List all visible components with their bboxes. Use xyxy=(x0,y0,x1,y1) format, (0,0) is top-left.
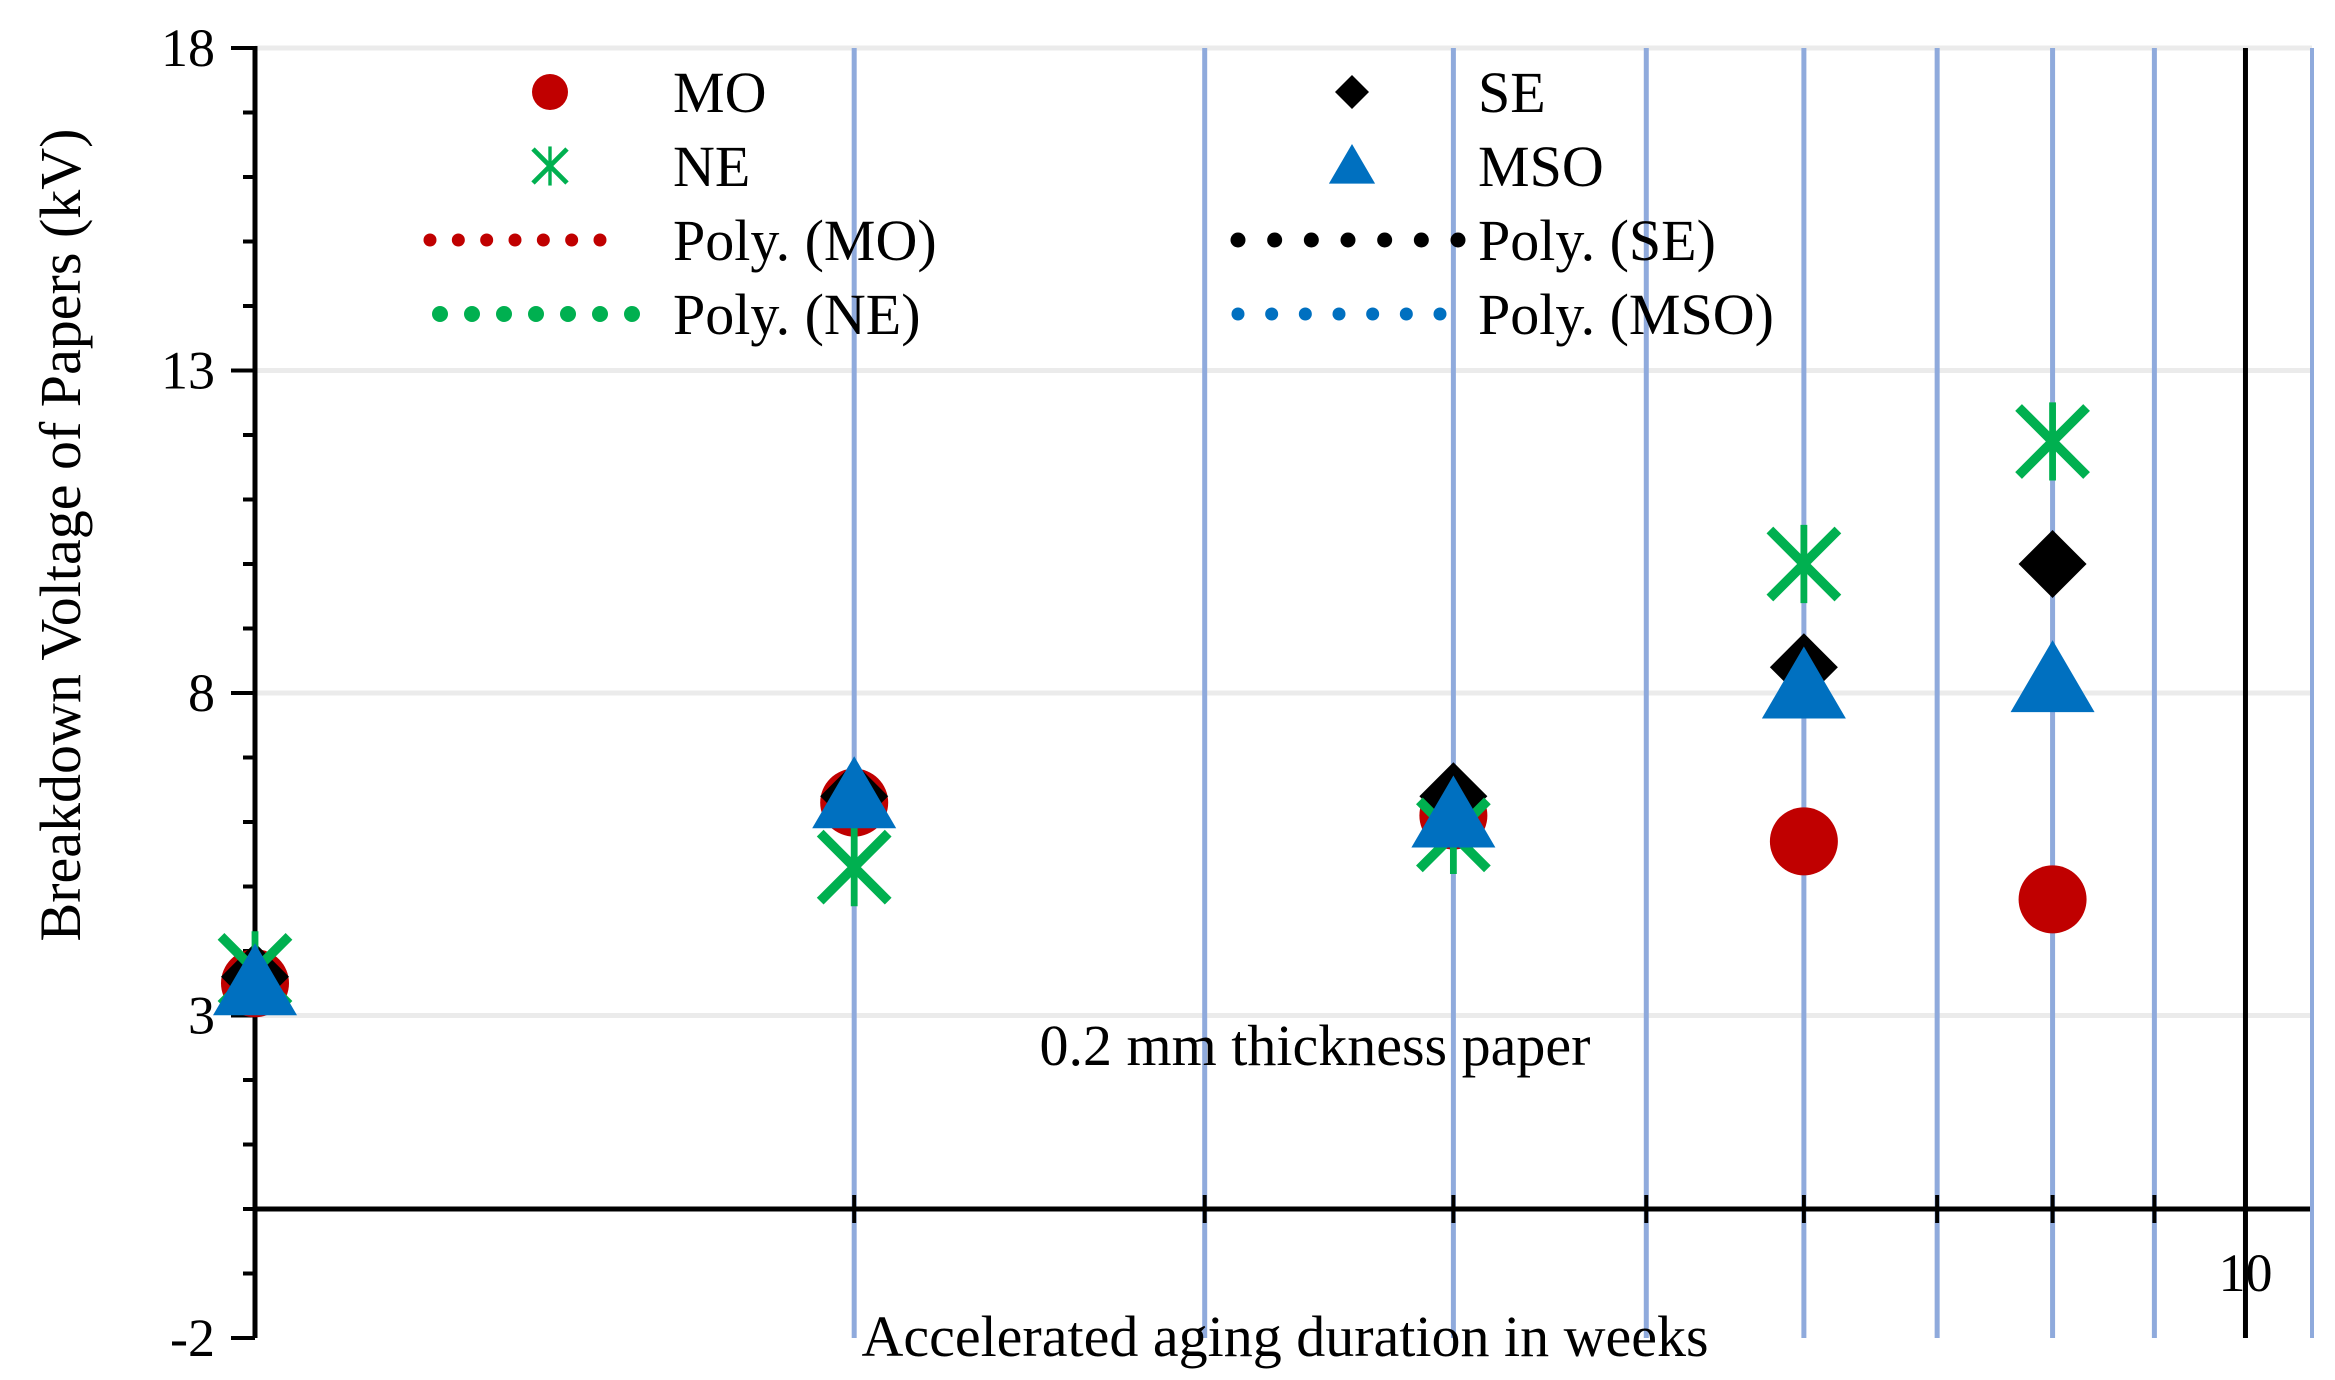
legend-entry: SE xyxy=(1335,60,1546,125)
legend: MO SE NE MSO Poly. (MO) Poly. (SE) Poly. (NE) P… xyxy=(423,60,1774,347)
legend-trend-dot xyxy=(464,306,480,322)
legend-entry: MSO xyxy=(1328,134,1604,199)
legend-trend-dot xyxy=(592,306,608,322)
marker-ne xyxy=(816,828,892,907)
legend-label: Poly. (SE) xyxy=(1478,208,1716,273)
marker-mo xyxy=(1769,807,1838,876)
legend-trend-dot xyxy=(496,306,512,322)
legend-entry: Poly. (MO) xyxy=(423,208,937,273)
legend-marker-se xyxy=(1335,75,1369,109)
legend-trend-dot xyxy=(1267,232,1283,248)
legend-trend-dot xyxy=(536,233,550,247)
legend-entry: Poly. (NE) xyxy=(432,282,921,347)
legend-trend-dot xyxy=(1298,307,1312,321)
legend-trend-dot xyxy=(508,233,522,247)
tick-labels: -2 3 8 13 18 10 xyxy=(161,18,2272,1368)
legend-trend-dot xyxy=(1230,232,1246,248)
legend-entry: Poly. (SE) xyxy=(1230,208,1716,273)
legend-trend-dot xyxy=(565,233,579,247)
marker-se xyxy=(2018,530,2087,598)
y-tick-label: 18 xyxy=(161,18,215,78)
legend-trend-dot xyxy=(1413,232,1429,248)
legend-label: MSO xyxy=(1478,134,1604,199)
y-tick-label: -2 xyxy=(170,1308,215,1368)
chart-annotation: 0.2 mm thickness paper xyxy=(1040,1013,1591,1078)
legend-trend-dot xyxy=(1340,232,1356,248)
legend-trend-dot xyxy=(1433,307,1447,321)
marker-ne xyxy=(1766,524,1842,604)
x-axis-title: Accelerated aging duration in weeks xyxy=(861,1304,1708,1369)
x-tick-label: 10 xyxy=(2218,1243,2272,1303)
data-markers xyxy=(213,402,2095,1018)
marker-mso xyxy=(2010,640,2095,713)
legend-entry: Poly. (MSO) xyxy=(1231,282,1774,347)
legend-trend-dot xyxy=(528,306,544,322)
legend-trend-dot xyxy=(1399,307,1413,321)
legend-trend-dot xyxy=(1231,307,1245,321)
legend-trend-dot xyxy=(1377,232,1393,248)
marker-mso xyxy=(213,943,297,1016)
legend-trend-dot xyxy=(624,306,640,322)
y-tick-label: 3 xyxy=(188,986,215,1046)
legend-trend-dot xyxy=(1332,307,1346,321)
legend-label: Poly. (MO) xyxy=(673,208,937,273)
marker-mso xyxy=(812,756,897,829)
legend-trend-dot xyxy=(451,233,465,247)
legend-trend-dot xyxy=(1366,307,1380,321)
y-axis-title: Breakdown Voltage of Papers (kV) xyxy=(28,129,93,942)
legend-trend-dot xyxy=(432,306,448,322)
legend-label: NE xyxy=(673,134,750,199)
legend-trend-dot xyxy=(560,306,576,322)
legend-entry: NE xyxy=(531,134,750,199)
legend-trend-dot xyxy=(1265,307,1279,321)
legend-label: MO xyxy=(673,60,766,125)
marker-mo xyxy=(2018,865,2087,934)
legend-entry: MO xyxy=(532,60,766,125)
y-tick-label: 8 xyxy=(188,663,215,723)
y-tick-label: 13 xyxy=(161,341,215,401)
marker-mso xyxy=(1761,646,1846,719)
legend-label: SE xyxy=(1478,60,1546,125)
legend-trend-dot xyxy=(1303,232,1319,248)
legend-label: Poly. (NE) xyxy=(673,282,921,347)
legend-marker-ne xyxy=(531,146,569,186)
legend-marker-mo xyxy=(532,74,568,110)
marker-mso xyxy=(1411,775,1496,848)
legend-trend-dot xyxy=(423,233,437,247)
legend-trend-dot xyxy=(593,233,607,247)
gridlines xyxy=(255,45,2312,1338)
marker-ne xyxy=(2015,402,2090,481)
legend-label: Poly. (MSO) xyxy=(1478,282,1774,347)
legend-trend-dot xyxy=(480,233,494,247)
legend-marker-mso xyxy=(1328,144,1376,184)
legend-trend-dot xyxy=(1450,232,1466,248)
